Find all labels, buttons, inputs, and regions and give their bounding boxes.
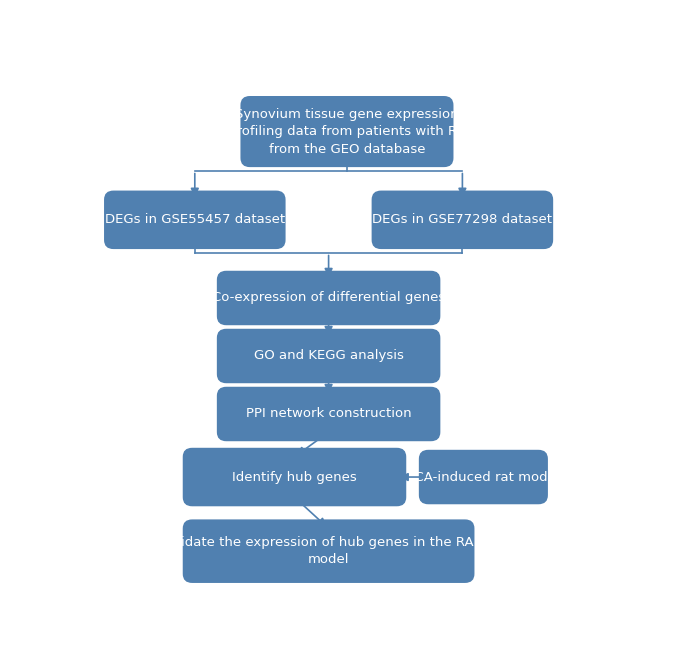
Text: Synovium tissue gene expression
profiling data from patients with RA
from the GE: Synovium tissue gene expression profilin…: [228, 107, 466, 155]
Text: Co-expression of differential genes: Co-expression of differential genes: [212, 291, 445, 305]
FancyBboxPatch shape: [419, 450, 548, 504]
Text: DEGs in GSE77298 dataset: DEGs in GSE77298 dataset: [372, 214, 552, 227]
FancyBboxPatch shape: [183, 519, 475, 583]
FancyBboxPatch shape: [372, 191, 553, 249]
FancyBboxPatch shape: [217, 271, 440, 326]
FancyBboxPatch shape: [183, 448, 406, 506]
Text: Identify hub genes: Identify hub genes: [232, 470, 357, 483]
Text: PPI network construction: PPI network construction: [246, 407, 412, 421]
Text: Validate the expression of hub genes in the RA rat
model: Validate the expression of hub genes in …: [160, 536, 496, 567]
FancyBboxPatch shape: [217, 329, 440, 383]
FancyBboxPatch shape: [240, 96, 454, 167]
FancyBboxPatch shape: [217, 386, 440, 441]
FancyBboxPatch shape: [104, 191, 286, 249]
Text: GO and KEGG analysis: GO and KEGG analysis: [254, 350, 403, 362]
Text: FCA-induced rat model: FCA-induced rat model: [407, 470, 560, 483]
Text: DEGs in GSE55457 dataset: DEGs in GSE55457 dataset: [105, 214, 285, 227]
